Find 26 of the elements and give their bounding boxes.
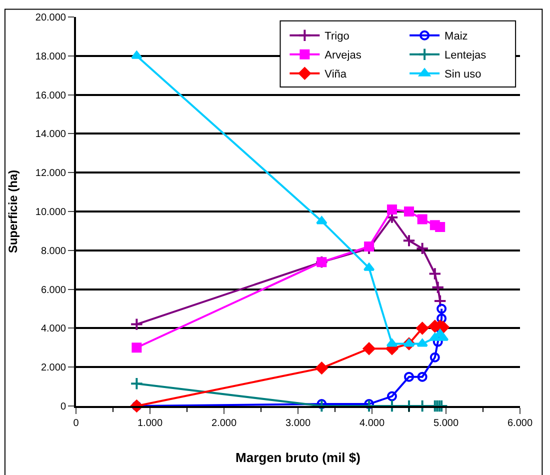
x-tick-label: 3.000 (285, 418, 311, 429)
y-tick-label: 10.000 (35, 207, 66, 218)
legend-label: Maiz (444, 30, 468, 43)
x-tick-label: 6.000 (507, 418, 533, 429)
x-tick-label: 1.000 (137, 418, 163, 429)
x-tick-label: 4.000 (359, 418, 385, 429)
y-tick-label: 0 (60, 402, 66, 412)
x-tick-label: 5.000 (433, 418, 459, 429)
y-tick-label: 20.000 (35, 12, 66, 24)
y-tick-label: 12.000 (35, 168, 66, 180)
x-axis-title: Margen bruto (mil $) (236, 450, 360, 466)
y-tick-label: 4.000 (40, 324, 66, 335)
y-tick-label: 8.000 (40, 246, 66, 257)
legend-label: Arvejas (324, 50, 362, 62)
y-axis-title: Superficie (ha) (6, 170, 20, 254)
y-tick-label: 6.000 (40, 284, 66, 296)
legend-label: Trigo (324, 30, 350, 43)
x-tick-label: 0 (73, 418, 80, 429)
legend-label: Sin uso (444, 68, 482, 81)
legend-label: Lentejas (444, 50, 487, 62)
y-tick-label: 2.000 (40, 362, 66, 374)
x-tick-label: 2.000 (211, 418, 237, 429)
legend-label: Viña (324, 68, 348, 81)
y-tick-label: 18.000 (35, 51, 66, 62)
y-tick-label: 16.000 (35, 90, 66, 102)
y-tick-label: 14.000 (35, 129, 66, 140)
